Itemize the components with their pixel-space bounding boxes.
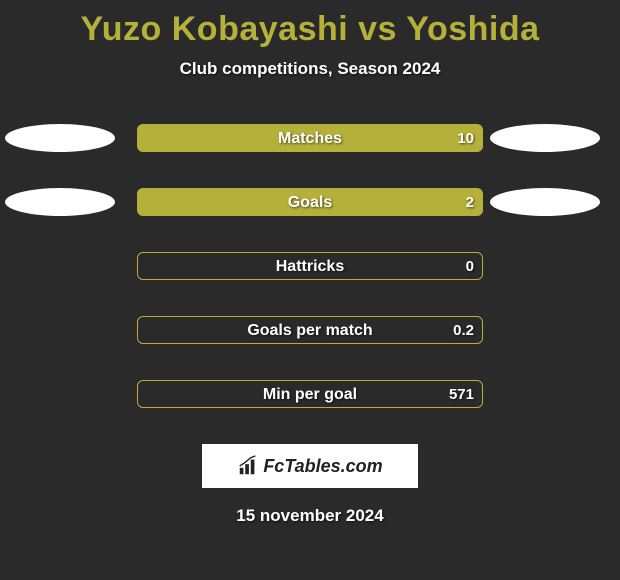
bar-value: 0.2 [453,317,474,345]
bar-label: Hattricks [138,253,482,281]
bar-value: 571 [449,381,474,409]
ellipse-right [490,188,600,216]
bar-track: Goals2 [137,188,483,216]
barchart-icon [237,455,259,477]
comparison-row: Goals2 [0,188,620,234]
comparison-row: Min per goal571 [0,380,620,426]
comparison-row: Hattricks0 [0,252,620,298]
comparison-row: Matches10 [0,124,620,170]
container: Yuzo Kobayashi vs Yoshida Club competiti… [0,10,620,580]
date-text: 15 november 2024 [0,506,620,526]
logo-text: FcTables.com [263,456,382,477]
subtitle: Club competitions, Season 2024 [0,59,620,79]
bar-value: 0 [466,253,474,281]
bar-track: Min per goal571 [137,380,483,408]
ellipse-right [490,124,600,152]
comparison-row: Goals per match0.2 [0,316,620,362]
bar-fill [138,125,482,151]
page-title: Yuzo Kobayashi vs Yoshida [0,10,620,49]
bar-track: Hattricks0 [137,252,483,280]
bar-fill [138,189,482,215]
ellipse-left [5,188,115,216]
bar-track: Matches10 [137,124,483,152]
logo-box: FcTables.com [202,444,418,488]
bar-label: Goals per match [138,317,482,345]
bar-track: Goals per match0.2 [137,316,483,344]
bar-label: Min per goal [138,381,482,409]
ellipse-left [5,124,115,152]
comparison-rows: Matches10 Goals2 Hattricks0 Goals per match… [0,124,620,426]
